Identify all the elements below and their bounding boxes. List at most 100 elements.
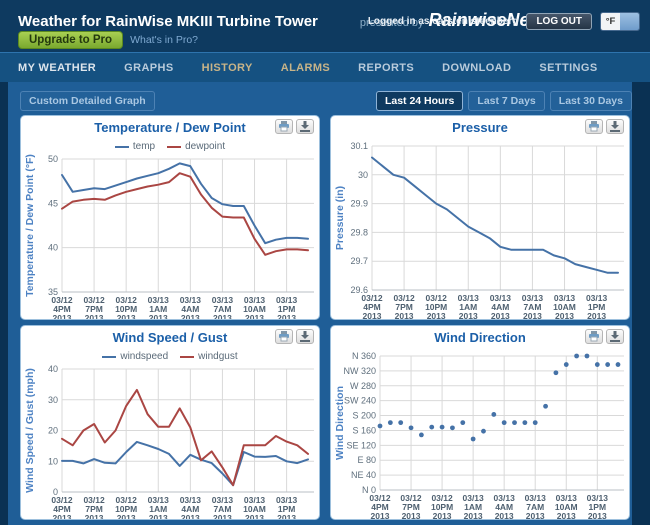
title-row: Weather for RainWise MKIII Turbine Tower…: [18, 10, 536, 31]
custom-detailed-graph-button[interactable]: Custom Detailed Graph: [20, 91, 155, 111]
chart-legend: windspeed windgust: [21, 350, 319, 363]
printer-icon: [589, 121, 599, 132]
nav-settings[interactable]: SETTINGS: [539, 61, 598, 74]
printer-icon: [589, 331, 599, 342]
pressure-chart: 29.6 29.7 29.8 29.9 30 30.1 03/12 4PM 2013 03/12 7…: [334, 141, 624, 320]
upgrade-to-pro-button[interactable]: Upgrade to Pro: [18, 31, 124, 49]
legend-item[interactable]: windgust: [180, 351, 238, 362]
nav-download[interactable]: DOWNLOAD: [442, 61, 512, 74]
download-button[interactable]: [296, 329, 314, 344]
chart-title: Wind Speed / Gust: [112, 330, 228, 345]
chart-title: Wind Direction: [434, 330, 526, 345]
svg-text:N 0: N 0: [362, 485, 376, 495]
svg-text:SE 120: SE 120: [346, 440, 376, 450]
nav-reports[interactable]: REPORTS: [358, 61, 415, 74]
svg-text:30.1: 30.1: [350, 141, 368, 151]
unit-toggle[interactable]: °F: [600, 12, 640, 31]
download-icon: [300, 331, 310, 342]
svg-text:0: 0: [53, 487, 58, 497]
chart-title: Temperature / Dew Point: [94, 120, 246, 135]
download-icon: [610, 121, 620, 132]
svg-text:29.6: 29.6: [350, 285, 368, 295]
print-button[interactable]: [275, 119, 293, 134]
print-button[interactable]: [275, 329, 293, 344]
svg-text:29.7: 29.7: [350, 256, 368, 266]
windspeed-gust-chart: 0 10 20 30 40 03/12 4PM 2013 03/12 7PM 2013 03/12 10…: [24, 364, 314, 520]
range-last-24-hours-button[interactable]: Last 24 Hours: [375, 91, 464, 111]
download-button[interactable]: [606, 329, 624, 344]
svg-text:Wind Speed / Gust (mph): Wind Speed / Gust (mph): [24, 368, 36, 493]
legend-item[interactable]: dewpoint: [167, 141, 225, 152]
nav-graphs[interactable]: GRAPHS: [124, 61, 174, 74]
svg-text:Pressure (in): Pressure (in): [334, 186, 346, 250]
legend-item[interactable]: temp: [114, 141, 155, 152]
app-header: Weather for RainWise MKIII Turbine Tower…: [0, 0, 650, 52]
whats-in-pro-link[interactable]: What's in Pro?: [130, 34, 199, 46]
download-button[interactable]: [296, 119, 314, 134]
svg-text:N 360: N 360: [352, 351, 376, 361]
temperature-dewpoint-chart: 35 40 45 50 03/12 4PM 2013 03/12 7PM 2013 03/12 10P…: [24, 154, 314, 320]
svg-text:40: 40: [48, 364, 58, 374]
chart-panel-temperature-dewpoint: Temperature / Dew Point temp dewpoint 35 4…: [20, 115, 320, 320]
fahrenheit-label: °F: [601, 13, 620, 30]
main-nav: MY WEATHER GRAPHS HISTORY ALARMS REPORTS…: [0, 52, 650, 82]
chart-panel-pressure: Pressure 29.6 29.7 29.8 29.9 30 30.1 03/12 4PM 2…: [330, 115, 630, 320]
chart-title: Pressure: [452, 120, 508, 135]
download-button[interactable]: [606, 119, 624, 134]
logged-in-label: Logged in as carsten steenberg: [367, 16, 519, 27]
svg-text:29.8: 29.8: [350, 227, 368, 237]
range-last-7-days-button[interactable]: Last 7 Days: [468, 91, 545, 111]
chart-panel-wind-speed-gust: Wind Speed / Gust windspeed windgust 0 10 2…: [20, 325, 320, 520]
brand-logo: RainwiseNet: [428, 10, 536, 30]
nav-alarms[interactable]: ALARMS: [280, 61, 331, 74]
svg-text:S 160: S 160: [352, 425, 376, 435]
nav-my-weather[interactable]: MY WEATHER: [18, 61, 97, 74]
legend-item[interactable]: windspeed: [102, 351, 168, 362]
svg-text:30: 30: [358, 170, 368, 180]
range-last-30-days-button[interactable]: Last 30 Days: [549, 91, 632, 111]
svg-text:S 200: S 200: [352, 411, 376, 421]
svg-text:10: 10: [48, 456, 58, 466]
toggle-knob-icon: [620, 13, 639, 30]
printer-icon: [279, 331, 289, 342]
svg-text:SW 240: SW 240: [344, 396, 376, 406]
svg-text:NE 40: NE 40: [351, 470, 376, 480]
presented-by-label: presented by: [359, 17, 424, 29]
nav-history[interactable]: HISTORY: [201, 61, 253, 74]
print-button[interactable]: [585, 119, 603, 134]
svg-text:Wind Direction: Wind Direction: [334, 386, 346, 460]
svg-text:Temperature / Dew Point (°F): Temperature / Dew Point (°F): [24, 154, 36, 297]
download-icon: [300, 121, 310, 132]
svg-text:NW 320: NW 320: [343, 366, 376, 376]
printer-icon: [279, 121, 289, 132]
svg-text:E 80: E 80: [357, 455, 376, 465]
chart-panel-wind-direction: Wind Direction N 0 NE 40 E 80 SE 120 S 160 S …: [330, 325, 630, 520]
logout-button[interactable]: LOG OUT: [526, 13, 592, 30]
print-button[interactable]: [585, 329, 603, 344]
